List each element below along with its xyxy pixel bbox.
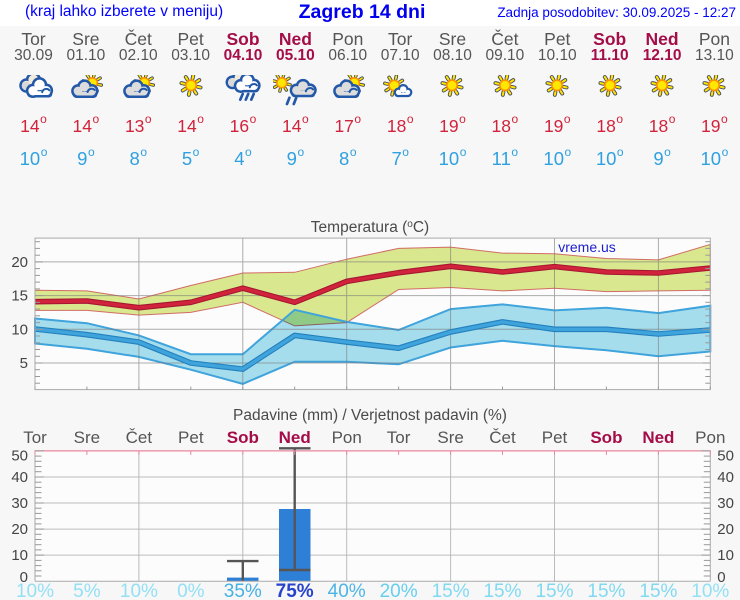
svg-text:10%: 10%: [120, 581, 158, 600]
svg-text:Čet: Čet: [489, 428, 516, 447]
svg-text:10: 10: [717, 547, 734, 564]
svg-text:35%: 35%: [224, 581, 262, 600]
svg-text:20%: 20%: [380, 581, 418, 600]
svg-text:20: 20: [717, 521, 734, 538]
svg-text:15%: 15%: [535, 581, 573, 600]
svg-text:Ned: Ned: [279, 428, 311, 447]
svg-text:Padavine (mm) / Verjetnost pad: Padavine (mm) / Verjetnost padavin (%): [233, 407, 507, 424]
svg-text:Pon: Pon: [332, 428, 362, 447]
svg-text:40: 40: [717, 469, 734, 486]
svg-text:Pet: Pet: [178, 428, 204, 447]
svg-text:5: 5: [20, 355, 28, 372]
svg-text:Sre: Sre: [74, 428, 100, 447]
svg-text:75%: 75%: [276, 581, 314, 600]
svg-text:30: 30: [11, 495, 28, 512]
svg-text:Sob: Sob: [590, 428, 622, 447]
svg-text:Pon: Pon: [695, 428, 725, 447]
svg-text:20: 20: [11, 254, 28, 271]
svg-text:Sre: Sre: [437, 428, 463, 447]
svg-text:15%: 15%: [483, 581, 521, 600]
svg-text:50: 50: [11, 448, 28, 465]
svg-text:Tor: Tor: [387, 428, 411, 447]
svg-text:40: 40: [11, 469, 28, 486]
svg-text:Pet: Pet: [542, 428, 568, 447]
svg-text:10: 10: [11, 547, 28, 564]
svg-text:Čet: Čet: [126, 428, 153, 447]
svg-text:vreme.us: vreme.us: [558, 239, 616, 255]
svg-text:10%: 10%: [16, 581, 54, 600]
svg-text:15%: 15%: [587, 581, 625, 600]
svg-text:15%: 15%: [432, 581, 470, 600]
svg-text:10: 10: [11, 321, 28, 338]
svg-text:0: 0: [20, 569, 28, 586]
svg-text:10%: 10%: [691, 581, 729, 600]
svg-text:0: 0: [717, 569, 725, 586]
svg-text:5%: 5%: [73, 581, 101, 600]
svg-text:15: 15: [11, 288, 28, 305]
svg-text:30: 30: [717, 495, 734, 512]
svg-text:20: 20: [11, 521, 28, 538]
svg-text:Temperatura (oC): Temperatura (oC): [311, 219, 429, 236]
svg-text:50: 50: [717, 448, 734, 465]
svg-text:0%: 0%: [177, 581, 205, 600]
svg-text:Ned: Ned: [642, 428, 674, 447]
svg-text:40%: 40%: [328, 581, 366, 600]
svg-text:Tor: Tor: [23, 428, 47, 447]
svg-text:15%: 15%: [639, 581, 677, 600]
svg-text:Sob: Sob: [227, 428, 259, 447]
